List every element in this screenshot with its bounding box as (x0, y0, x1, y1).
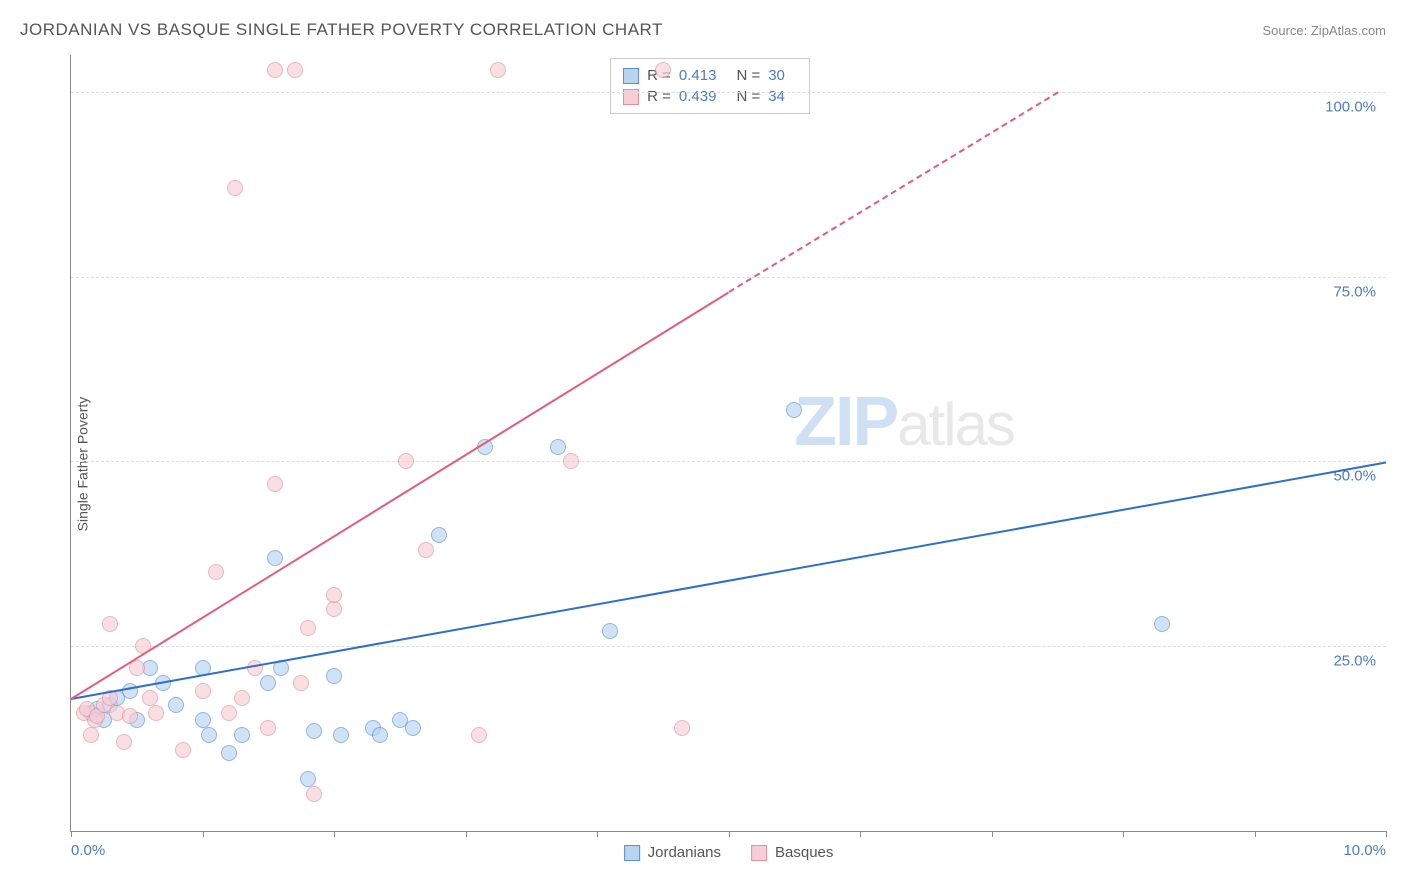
gridline (71, 646, 1386, 647)
correlation-legend: R = 0.413 N = 30 R = 0.439 N = 34 (610, 58, 810, 114)
chart-header: JORDANIAN VS BASQUE SINGLE FATHER POVERT… (20, 20, 1386, 40)
data-point (405, 720, 421, 736)
data-point (168, 697, 184, 713)
gridline (71, 92, 1386, 93)
chart-title: JORDANIAN VS BASQUE SINGLE FATHER POVERT… (20, 20, 663, 40)
data-point (326, 668, 342, 684)
x-tick (466, 831, 467, 837)
series-legend-item: Basques (751, 844, 833, 861)
data-point (201, 727, 217, 743)
data-point (326, 587, 342, 603)
data-point (372, 727, 388, 743)
data-point (563, 453, 579, 469)
data-point (116, 734, 132, 750)
data-point (148, 705, 164, 721)
data-point (287, 62, 303, 78)
data-point (227, 180, 243, 196)
data-point (602, 623, 618, 639)
x-tick (860, 831, 861, 837)
x-tick (1123, 831, 1124, 837)
legend-swatch (623, 68, 639, 84)
gridline (71, 277, 1386, 278)
data-point (300, 620, 316, 636)
data-point (306, 786, 322, 802)
x-tick (1386, 831, 1387, 837)
data-point (398, 453, 414, 469)
data-point (674, 720, 690, 736)
scatter-plot: ZIPatlas R =0.413N =30R =0.439N =34 Jord… (70, 55, 1386, 832)
data-point (122, 708, 138, 724)
data-point (234, 690, 250, 706)
legend-n-label: N = (736, 88, 760, 105)
trend-line (71, 461, 1386, 699)
series-legend-item: Jordanians (624, 844, 721, 861)
data-point (267, 62, 283, 78)
watermark: ZIPatlas (794, 381, 1014, 461)
data-point (471, 727, 487, 743)
data-point (260, 675, 276, 691)
legend-n-value: 34 (768, 88, 785, 105)
x-tick (203, 831, 204, 837)
trend-line-extrapolated (728, 92, 1058, 293)
data-point (142, 690, 158, 706)
legend-n-label: N = (736, 67, 760, 84)
y-tick-label: 100.0% (1325, 98, 1376, 115)
data-point (306, 723, 322, 739)
data-point (122, 683, 138, 699)
legend-swatch (751, 845, 767, 861)
data-point (333, 727, 349, 743)
data-point (300, 771, 316, 787)
data-point (1154, 616, 1170, 632)
x-tick (71, 831, 72, 837)
y-tick-label: 75.0% (1333, 283, 1376, 300)
legend-n-value: 30 (768, 67, 785, 84)
data-point (234, 727, 250, 743)
data-point (102, 616, 118, 632)
y-tick-label: 25.0% (1333, 653, 1376, 670)
data-point (786, 402, 802, 418)
legend-row: R = 0.439 N = 34 (623, 86, 797, 107)
x-tick (334, 831, 335, 837)
x-end-label: 10.0% (1343, 842, 1386, 859)
data-point (175, 742, 191, 758)
series-legend-label: Jordanians (648, 844, 721, 861)
x-tick (992, 831, 993, 837)
data-point (293, 675, 309, 691)
data-point (267, 476, 283, 492)
data-point (208, 564, 224, 580)
data-point (418, 542, 434, 558)
data-point (195, 712, 211, 728)
data-point (326, 601, 342, 617)
data-point (655, 62, 671, 78)
data-point (221, 745, 237, 761)
legend-row: R =0.413N =30 (623, 65, 797, 86)
legend-swatch (624, 845, 640, 861)
chart-area: Single Father Poverty ZIPatlas R =0.413N… (20, 55, 1386, 872)
data-point (221, 705, 237, 721)
legend-r-label: R = (647, 88, 671, 105)
legend-r-value: 0.413 (679, 67, 717, 84)
x-tick (597, 831, 598, 837)
x-tick (729, 831, 730, 837)
data-point (550, 439, 566, 455)
legend-swatch (623, 89, 639, 105)
data-point (83, 727, 99, 743)
x-tick (1255, 831, 1256, 837)
legend-r-value: 0.439 (679, 88, 717, 105)
x-start-label: 0.0% (71, 842, 105, 859)
source-credit: Source: ZipAtlas.com (1262, 23, 1386, 38)
data-point (490, 62, 506, 78)
data-point (260, 720, 276, 736)
data-point (267, 550, 283, 566)
series-legend: Jordanians Basques (624, 844, 834, 861)
gridline (71, 461, 1386, 462)
data-point (195, 683, 211, 699)
series-legend-label: Basques (775, 844, 833, 861)
data-point (431, 527, 447, 543)
